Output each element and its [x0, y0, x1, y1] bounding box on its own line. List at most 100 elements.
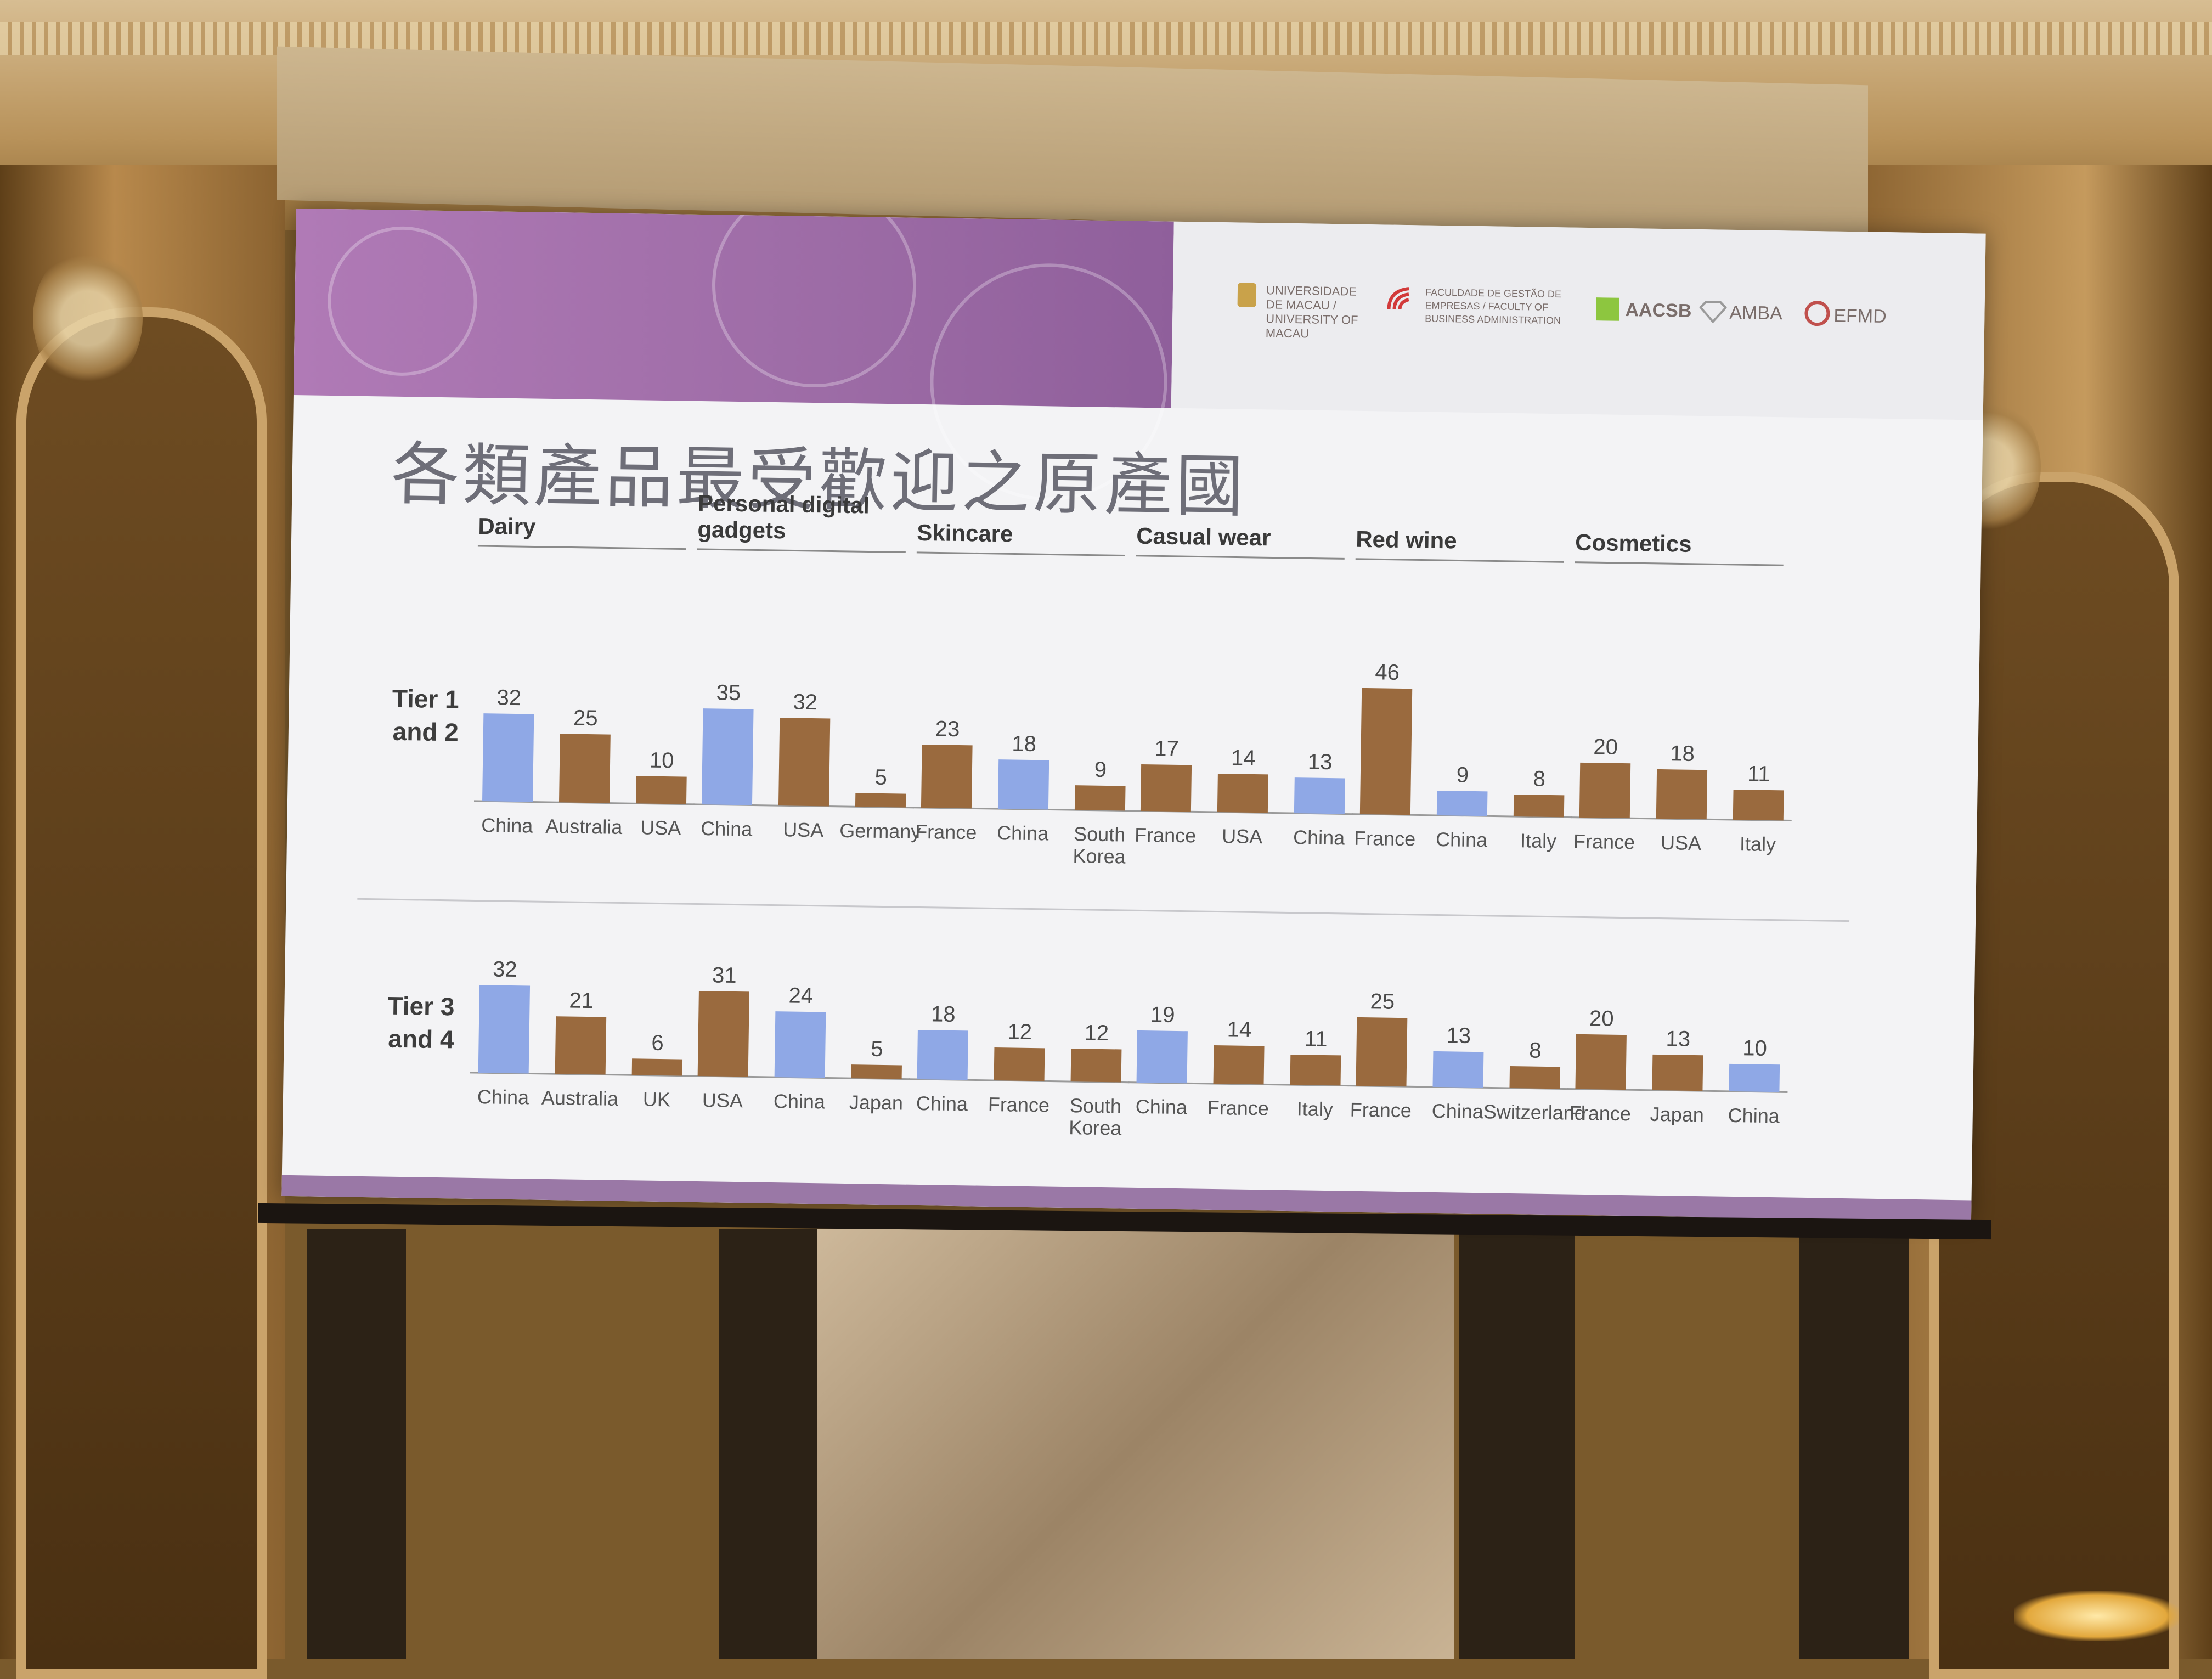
bar: [851, 1064, 902, 1079]
data-label: 46: [1375, 660, 1400, 685]
pillar-right: [1799, 1229, 1909, 1659]
bar: [1290, 1055, 1341, 1085]
category-title: Dairy: [478, 513, 536, 540]
bar: [702, 708, 754, 805]
bar: [1356, 1017, 1407, 1086]
projected-slide: UNIVERSIDADE DE MACAU / UNIVERSITY OF MA…: [281, 209, 1985, 1221]
pillar-left: [307, 1229, 406, 1659]
tick-label: China: [774, 1090, 826, 1113]
tick-label: Japan: [849, 1091, 904, 1114]
bar: [482, 713, 534, 802]
data-label: 18: [1012, 731, 1036, 756]
bar: [1509, 1066, 1560, 1089]
tick-label: USA: [1222, 825, 1263, 848]
tick-label: USA: [1661, 831, 1702, 854]
bar: [1141, 764, 1192, 812]
tick-label: Japan: [1650, 1103, 1704, 1126]
data-label: 18: [1670, 741, 1695, 766]
bar: [917, 1030, 968, 1080]
tick-label: France: [988, 1093, 1050, 1117]
tick-label: Australia: [545, 815, 623, 838]
data-label: 9: [1456, 763, 1469, 787]
tick-label: China: [997, 821, 1049, 844]
data-label: 14: [1231, 746, 1256, 770]
data-label: 13: [1308, 750, 1333, 774]
bar: [1075, 785, 1126, 810]
tick-label: USA: [640, 816, 681, 839]
tick-label: China: [916, 1092, 969, 1115]
data-label: 25: [573, 706, 598, 731]
bar: [478, 985, 530, 1073]
bar: [632, 1058, 682, 1075]
category-title-underline: [1356, 559, 1564, 562]
bar: [1579, 763, 1630, 818]
category-title-underline: [1575, 562, 1784, 566]
pillar-center-left: [719, 1229, 817, 1659]
tick-label: South: [1070, 1094, 1122, 1117]
category-title-underline: [917, 553, 1125, 556]
data-label: 23: [935, 717, 960, 741]
tick-label: UK: [643, 1088, 671, 1111]
bar: [994, 1047, 1045, 1081]
tick-label: USA: [702, 1089, 743, 1112]
category-title-underline: [697, 549, 906, 553]
bar: [921, 745, 973, 808]
tick-label: China: [1728, 1104, 1780, 1127]
tick-label: China: [1136, 1095, 1188, 1118]
tick-label: Australia: [541, 1086, 619, 1110]
tick-label: France: [1350, 1098, 1412, 1122]
tick-label: France: [1207, 1096, 1269, 1120]
tick-label: USA: [783, 818, 824, 841]
bar: [775, 1011, 826, 1078]
tick-label: South: [1074, 822, 1126, 846]
data-label: 31: [712, 963, 737, 988]
category-title-underline: [1136, 556, 1345, 559]
data-label: 20: [1589, 1006, 1614, 1031]
data-label: 13: [1666, 1027, 1690, 1051]
tick-label: France: [915, 820, 977, 844]
bar: [1217, 774, 1268, 813]
bar: [559, 734, 611, 803]
data-label: 11: [1305, 1027, 1328, 1051]
category-title: gadgets: [697, 516, 786, 543]
tick-label: Germany: [839, 819, 921, 843]
data-label: 25: [1370, 989, 1395, 1014]
bar: [1214, 1045, 1265, 1084]
data-label: 5: [874, 765, 887, 790]
bar: [1137, 1030, 1188, 1083]
bar: [698, 991, 749, 1077]
category-title: Red wine: [1356, 526, 1457, 554]
tick-label: Korea: [1073, 844, 1126, 867]
bar: [778, 718, 830, 806]
data-label: 12: [1084, 1021, 1109, 1045]
data-label: 21: [569, 989, 594, 1013]
data-label: 13: [1446, 1023, 1471, 1048]
tick-label: France: [1573, 830, 1635, 854]
marble-wall: [817, 1229, 1454, 1659]
category-title: Casual wear: [1136, 523, 1271, 551]
data-label: 5: [871, 1037, 883, 1061]
data-label: 9: [1094, 758, 1107, 782]
bar: [1575, 1034, 1626, 1090]
bar: [1729, 1064, 1780, 1092]
bar: [1652, 1055, 1703, 1091]
bar: [1294, 777, 1345, 814]
data-label: 8: [1529, 1039, 1542, 1063]
tick-label: China: [1436, 828, 1488, 851]
wall-lamp: [2015, 1591, 2179, 1641]
data-label: 18: [931, 1002, 956, 1027]
bar: [1360, 688, 1412, 815]
tick-label: Italy: [1520, 829, 1557, 852]
bar: [1071, 1049, 1122, 1082]
tick-label: Italy: [1740, 832, 1776, 855]
category-title: Personal digital: [698, 490, 870, 519]
data-label: 20: [1593, 735, 1618, 759]
bar: [636, 776, 687, 804]
bar: [1437, 791, 1488, 816]
data-label: 6: [651, 1031, 664, 1055]
tick-label: China: [477, 1085, 530, 1108]
bar: [855, 793, 906, 807]
left-arch-panel: [16, 307, 267, 1679]
data-label: 8: [1533, 767, 1545, 791]
bar-charts: Dairy 32 China 25 Australia 10 USA 32 China 21 Aus…: [281, 209, 1985, 1221]
